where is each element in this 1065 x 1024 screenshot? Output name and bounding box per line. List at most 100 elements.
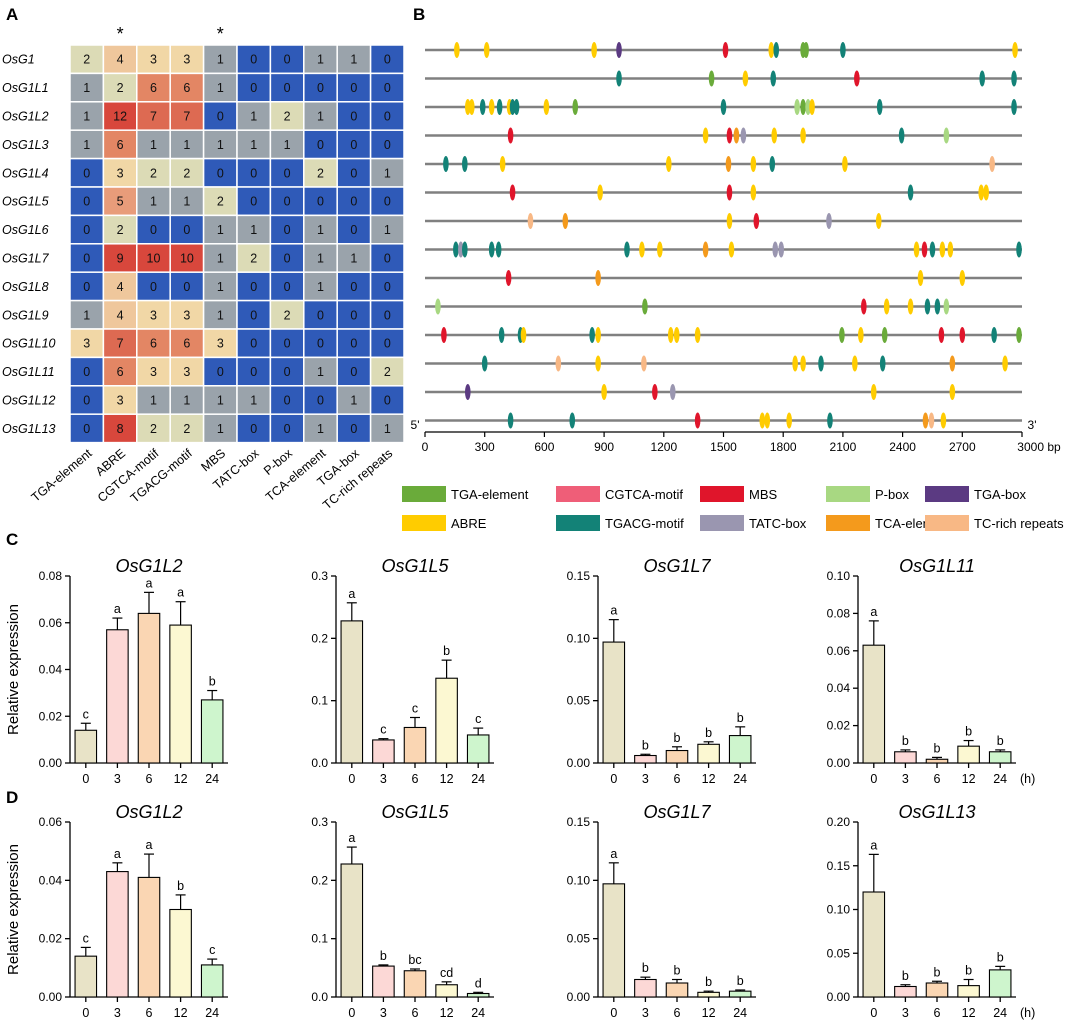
heatmap-value: 3: [217, 337, 224, 351]
cis-element-marker: [509, 99, 516, 115]
heatmap-value: 6: [150, 81, 157, 95]
y-axis-tick-label: 0.06: [39, 616, 63, 630]
gene-row-label: OsG1L13: [2, 422, 56, 436]
heatmap-value: 0: [217, 166, 224, 180]
panel-d-bar-charts: DOsG1L20.000.020.040.06c0a3a6b12c24Relat…: [5, 788, 1035, 1020]
heatmap-value: 0: [317, 195, 324, 209]
x-axis-tick-label: 0: [348, 772, 355, 786]
heatmap-value: 0: [250, 166, 257, 180]
heatmap-value: 0: [183, 223, 190, 237]
x-axis-tick-label: 12: [440, 772, 454, 786]
heatmap-value: 0: [317, 138, 324, 152]
cis-element-marker: [488, 241, 495, 258]
legend-swatch: [556, 515, 600, 531]
heatmap-cell: [102, 243, 138, 273]
bp-axis-tick-label: 600: [534, 440, 554, 454]
cis-element-marker: [1011, 70, 1017, 87]
x-axis-tick-label: 0: [610, 1006, 617, 1020]
cis-element-marker: [589, 327, 595, 343]
heatmap-cell: [303, 328, 338, 359]
cis-element-marker: [879, 355, 886, 372]
heatmap-value: 4: [117, 308, 124, 322]
cis-element-marker: [860, 298, 867, 315]
significance-letter: b: [380, 949, 387, 963]
heatmap-cell: [69, 271, 105, 302]
legend-swatch: [402, 515, 446, 531]
bar: [340, 620, 364, 764]
panel-label-a: A: [6, 5, 18, 24]
legend-label: ABRE: [451, 516, 487, 531]
heatmap-value: 2: [117, 223, 124, 237]
significance-letter: b: [443, 644, 450, 658]
cis-element-marker: [665, 156, 672, 172]
heatmap-value: 1: [150, 138, 157, 152]
bp-axis-tick-label: 1500: [710, 440, 737, 454]
heatmap-value: 4: [117, 280, 124, 294]
cis-element-marker: [527, 213, 534, 229]
heatmap-value: 0: [183, 280, 190, 294]
x-axis-tick-label: 0: [82, 772, 89, 786]
cis-element-marker: [772, 241, 779, 258]
heatmap-value: 0: [384, 195, 391, 209]
legend-swatch: [925, 486, 969, 502]
bp-axis-tick-label: 900: [594, 440, 614, 454]
heatmap-value: 0: [150, 223, 157, 237]
cis-element-marker: [800, 99, 806, 115]
significance-letter: a: [146, 576, 153, 590]
heatmap-value: 6: [117, 138, 124, 152]
heatmap-cell: [169, 328, 205, 359]
cis-element-marker: [1011, 99, 1017, 115]
bar: [340, 863, 364, 998]
heatmap-value: 1: [83, 308, 90, 322]
heatmap-value: 0: [284, 81, 291, 95]
chart-title: OsG1L5: [381, 802, 449, 822]
cis-element-marker: [505, 270, 512, 286]
cis-element-marker: [753, 213, 760, 229]
cis-element-marker: [569, 412, 576, 429]
significance-letter: b: [997, 950, 1004, 964]
y-axis-tick-label: 0.2: [311, 873, 328, 887]
heatmap-value: 0: [83, 365, 90, 379]
bar: [665, 982, 689, 998]
heatmap-cell: [269, 243, 305, 273]
cis-element-marker: [940, 412, 947, 429]
cis-element-marker: [464, 384, 471, 400]
cis-element-marker: [591, 42, 597, 58]
heatmap-value: 6: [183, 81, 190, 95]
gene-row-label: OsG1L1: [2, 81, 49, 95]
bar: [466, 734, 490, 764]
bar: [435, 677, 458, 764]
heatmap-value: 2: [317, 166, 324, 180]
heatmap-value: 1: [350, 53, 357, 67]
heatmap-value: 1: [150, 394, 157, 408]
x-axis-tick-label: 6: [146, 1006, 153, 1020]
cis-element-marker: [792, 355, 798, 372]
cis-element-marker: [520, 327, 527, 343]
bar: [74, 955, 98, 998]
significance-letter: b: [902, 969, 909, 983]
significance-letter: c: [83, 707, 89, 721]
cis-element-marker: [769, 156, 776, 172]
heatmap-value: 1: [183, 138, 190, 152]
heatmap-value: 2: [384, 365, 391, 379]
heatmap-value: 10: [147, 252, 161, 266]
y-axis-tick-label: 0.00: [827, 990, 851, 1004]
cis-element-marker: [1016, 241, 1022, 258]
cis-element-marker: [443, 156, 449, 172]
bar: [862, 891, 886, 998]
cis-element-marker: [939, 241, 946, 258]
cis-element-marker: [507, 412, 514, 429]
cis-element-marker: [733, 127, 740, 144]
y-axis-tick-label: 0.00: [567, 756, 591, 770]
heatmap-value: 3: [150, 365, 157, 379]
heatmap-cell: [102, 271, 138, 302]
significance-letter: a: [610, 604, 617, 618]
cis-element-marker: [441, 327, 447, 343]
heatmap-value: 6: [150, 337, 157, 351]
gene-row-label: OsG1: [2, 53, 35, 67]
significance-letter: b: [965, 964, 972, 978]
cis-element-marker: [616, 70, 622, 87]
heatmap-value: 1: [350, 394, 357, 408]
heatmap-value: 0: [384, 53, 391, 67]
